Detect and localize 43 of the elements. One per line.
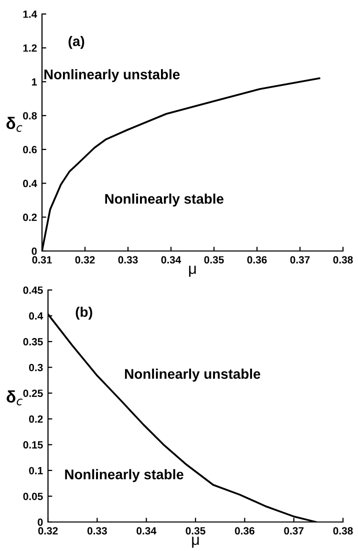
x-tick-label: 0.32 — [38, 527, 58, 535]
y-tick-label: 0.6 — [23, 146, 37, 154]
annotation: Nonlinearly unstable — [44, 69, 180, 82]
y-tick-label: 0.3 — [29, 364, 43, 372]
y-tick-label: 1.2 — [23, 44, 37, 52]
x-tick-label: 0.36 — [247, 256, 267, 264]
annotation: Nonlinearly stable — [65, 469, 184, 482]
x-tick-label: 0.37 — [284, 527, 304, 535]
y-axis-title: δ$_{c}$ — [6, 116, 22, 132]
y-tick-label: 0.4 — [23, 180, 38, 188]
y-tick-label: 0.2 — [23, 214, 37, 222]
x-axis-title: μ — [189, 266, 196, 277]
x-tick-label: 0.38 — [333, 256, 353, 264]
y-tick-label: 0.45 — [23, 286, 43, 294]
y-tick-label: 0.35 — [23, 338, 43, 346]
annotation: Nonlinearly stable — [105, 194, 224, 207]
x-tick-label: 0.35 — [204, 256, 224, 264]
y-tick-label: 0 — [38, 518, 43, 526]
y-tick-label: 0.05 — [23, 492, 43, 500]
x-tick-label: 0.37 — [290, 256, 310, 264]
x-tick-label: 0.33 — [118, 256, 138, 264]
x-tick-label: 0.34 — [136, 527, 156, 535]
x-tick-label: 0.32 — [75, 256, 95, 264]
annotation: Nonlinearly unstable — [125, 368, 260, 382]
x-tick-label: 0.38 — [333, 527, 353, 535]
y-tick-label: 0.25 — [23, 390, 43, 397]
y-tick-label: 0 — [32, 248, 37, 255]
y-axis-title: δ$_{c}$ — [6, 390, 22, 406]
annotation: (b) — [76, 306, 92, 320]
x-tick-label: 0.34 — [161, 256, 182, 264]
y-tick-label: 1 — [32, 78, 37, 86]
y-tick-label: 0.8 — [23, 112, 37, 120]
x-tick-label: 0.33 — [87, 527, 107, 535]
x-tick-label: 0.35 — [186, 527, 206, 535]
y-tick-label: 0.2 — [29, 415, 43, 423]
y-tick-label: 0.15 — [23, 441, 43, 449]
y-tick-label: 1.4 — [23, 10, 38, 18]
x-tick-label: 0.31 — [32, 256, 52, 264]
y-tick-label: 0.1 — [29, 466, 43, 474]
annotation: (a) — [68, 36, 84, 49]
x-axis-title: μ — [192, 536, 199, 548]
y-tick-label: 0.4 — [29, 312, 44, 320]
x-tick-label: 0.36 — [234, 527, 254, 535]
